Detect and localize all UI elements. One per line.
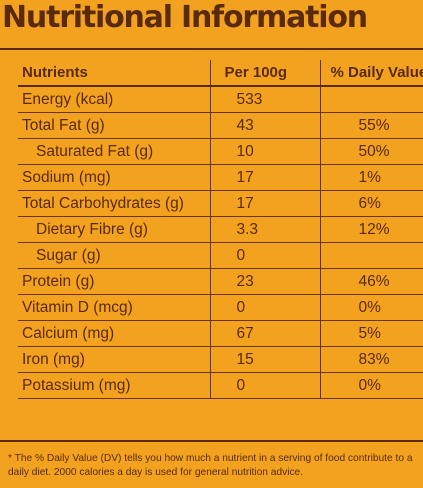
table-header-row: Nutrients Per 100g % Daily Value* — [18, 60, 423, 87]
per-100g-value: 0 — [209, 242, 321, 269]
per-100g-value: 43 — [209, 112, 321, 139]
table-row: Protein (g) 23 46% — [18, 268, 423, 295]
table-row: Sodium (mg) 17 1% — [18, 164, 423, 191]
header-nutrients: Nutrients — [18, 60, 211, 87]
nutrition-table: Nutrients Per 100g % Daily Value* Energy… — [18, 60, 423, 399]
table-row: Calcium (mg) 67 5% — [18, 320, 423, 347]
per-100g-value: 23 — [209, 268, 321, 295]
nutrient-name: Sugar (g) — [18, 242, 211, 269]
nutrient-name: Dietary Fibre (g) — [18, 216, 211, 243]
per-100g-value: 17 — [209, 164, 321, 191]
per-100g-value: 533 — [209, 85, 321, 113]
daily-value: 83% — [319, 346, 423, 373]
top-divider — [0, 48, 423, 50]
daily-value: 5% — [319, 320, 423, 347]
nutrient-name: Potassium (mg) — [18, 372, 211, 399]
per-100g-value: 0 — [209, 294, 321, 321]
table-row: Sugar (g) 0 — [18, 242, 423, 269]
per-100g-value: 67 — [209, 320, 321, 347]
nutrient-name: Vitamin D (mcg) — [18, 294, 211, 321]
nutrient-name: Total Carbohydrates (g) — [18, 190, 211, 217]
daily-value: 55% — [319, 112, 423, 139]
nutrient-name: Protein (g) — [18, 268, 211, 295]
table-row: Dietary Fibre (g) 3.3 12% — [18, 216, 423, 243]
daily-value: 6% — [319, 190, 423, 217]
table-row: Total Fat (g) 43 55% — [18, 112, 423, 139]
daily-value: 50% — [319, 138, 423, 165]
daily-value: 0% — [319, 294, 423, 321]
nutrient-name: Calcium (mg) — [18, 320, 211, 347]
table-row: Total Carbohydrates (g) 17 6% — [18, 190, 423, 217]
daily-value: 0% — [319, 372, 423, 399]
nutrient-name: Iron (mg) — [18, 346, 211, 373]
per-100g-value: 15 — [209, 346, 321, 373]
table-row: Iron (mg) 15 83% — [18, 346, 423, 373]
daily-value: 12% — [319, 216, 423, 243]
bottom-divider — [0, 440, 423, 442]
nutrition-table-body: Energy (kcal) 533 Total Fat (g) 43 55% Satura… — [18, 85, 423, 399]
table-row: Energy (kcal) 533 — [18, 85, 423, 113]
per-100g-value: 3.3 — [209, 216, 321, 243]
table-row: Saturated Fat (g) 10 50% — [18, 138, 423, 165]
daily-value — [319, 242, 423, 269]
per-100g-value: 10 — [209, 138, 321, 165]
table-row: Potassium (mg) 0 0% — [18, 372, 423, 399]
header-daily-value: % Daily Value* — [319, 60, 423, 87]
daily-value — [319, 85, 423, 113]
per-100g-value: 17 — [209, 190, 321, 217]
nutrient-name: Saturated Fat (g) — [18, 138, 211, 165]
table-row: Vitamin D (mcg) 0 0% — [18, 294, 423, 321]
footnote: * The % Daily Value (DV) tells you how m… — [8, 453, 413, 478]
header-per-100g: Per 100g — [209, 60, 321, 87]
nutrient-name: Sodium (mg) — [18, 164, 211, 191]
nutrient-name: Total Fat (g) — [18, 112, 211, 139]
per-100g-value: 0 — [209, 372, 321, 399]
daily-value: 1% — [319, 164, 423, 191]
page-title: Nutritional Information — [2, 0, 368, 35]
daily-value: 46% — [319, 268, 423, 295]
nutrient-name: Energy (kcal) — [18, 85, 211, 113]
